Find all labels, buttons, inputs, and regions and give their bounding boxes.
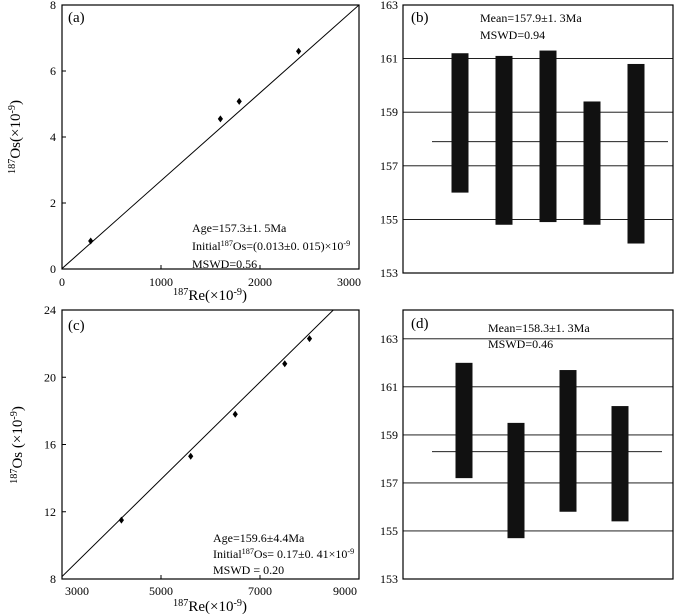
age-error-bar: [627, 63, 645, 244]
age-error-bar: [611, 406, 629, 522]
y-tick-label: 24: [44, 303, 56, 317]
panel-a: (a) 0 2 4 6 8 0 1000 2000 3000 187Re(×10-9) 187Os(×…: [7, 0, 362, 304]
y-tick-label: 163: [380, 332, 398, 346]
annotation-text: MSWD=0.94: [480, 28, 545, 42]
annotation-text: Initial187Os=(0.013±0. 015)×10-9: [192, 239, 350, 254]
y-tick-label: 157: [380, 476, 398, 490]
y-tick-label: 163: [380, 0, 398, 12]
panel-label: (a): [68, 10, 85, 26]
data-point: [296, 47, 302, 55]
annotation-text: Initial187Os= 0.17±0. 41×10-9: [213, 547, 354, 562]
panel-b: (b) 153 155 157 159 161 163 Mean=157.9±1. 3Ma MS…: [380, 0, 674, 280]
y-axis-label: 187Os (×10-9): [9, 406, 27, 484]
isochron-line: [62, 310, 335, 578]
data-point: [306, 335, 313, 343]
y-tick-label: 16: [44, 438, 56, 452]
plot-frame: [61, 309, 360, 580]
data-point: [282, 360, 288, 368]
y-axis-label: 187Os(×10-9): [7, 100, 25, 174]
data-point: [217, 115, 223, 123]
panel-label: (d): [411, 316, 429, 332]
y-tick-label: 153: [380, 266, 398, 280]
y-tick-label: 2: [50, 196, 56, 210]
annotation-text: MSWD = 0.20: [213, 563, 284, 577]
annotation-text: Mean=158.3±1. 3Ma: [488, 321, 590, 335]
age-error-bar: [559, 370, 577, 512]
y-tick-label: 159: [380, 105, 398, 119]
age-error-bar: [451, 53, 469, 193]
age-error-bar: [507, 422, 525, 539]
y-tick-label: 4: [50, 130, 56, 144]
age-error-bar: [495, 55, 513, 225]
x-tick-label: 1000: [149, 275, 173, 289]
y-tick-label: 8: [50, 0, 56, 12]
y-tick-label: 157: [380, 159, 398, 173]
y-tick-label: 0: [50, 262, 56, 276]
isochron-line: [62, 5, 359, 269]
panel-label: (b): [411, 10, 429, 26]
age-error-bar: [539, 50, 557, 223]
x-tick-label: 3000: [65, 584, 89, 598]
x-axis-label: 187Re(×10-9): [173, 598, 247, 616]
x-tick-label: 7000: [248, 584, 272, 598]
y-tick-label: 12: [44, 505, 56, 519]
annotation-text: MSWD=0.56: [192, 257, 257, 271]
panel-c: (c) 8 12 16 20 24 3000 5000 7000 9000 187Re(×10-9)…: [9, 303, 360, 616]
data-point: [118, 516, 124, 524]
data-point: [188, 452, 194, 460]
age-error-bar: [455, 362, 473, 479]
panel-label: (c): [68, 318, 85, 334]
data-point: [232, 410, 238, 418]
y-tick-label: 159: [380, 428, 398, 442]
age-error-bar: [583, 101, 601, 225]
y-tick-label: 155: [380, 524, 398, 538]
data-point: [236, 97, 242, 105]
panel-d: (d) 153 155 157 159 161 163 Mean=158.3±1. 3Ma MS…: [380, 309, 674, 586]
x-tick-label: 0: [59, 275, 65, 289]
annotation-text: MSWD=0.46: [488, 337, 553, 351]
y-tick-label: 161: [380, 380, 398, 394]
x-tick-label: 5000: [149, 584, 173, 598]
y-tick-label: 161: [380, 52, 398, 66]
y-tick-label: 6: [50, 64, 56, 78]
y-tick-label: 153: [380, 572, 398, 586]
y-tick-label: 20: [44, 370, 56, 384]
annotation-text: Age=159.6±4.4Ma: [213, 531, 305, 545]
y-tick-label: 155: [380, 212, 398, 226]
y-tick-label: 8: [50, 572, 56, 586]
x-tick-label: 3000: [337, 275, 361, 289]
x-tick-label: 2000: [248, 275, 272, 289]
annotation-text: Mean=157.9±1. 3Ma: [480, 11, 582, 25]
x-tick-label: 9000: [333, 584, 357, 598]
plot-frame: [402, 309, 674, 580]
x-axis-label: 187Re(×10-9): [173, 287, 247, 305]
plot-frame: [402, 4, 674, 274]
annotation-text: Age=157.3±1. 5Ma: [192, 221, 287, 235]
data-point: [88, 237, 94, 245]
